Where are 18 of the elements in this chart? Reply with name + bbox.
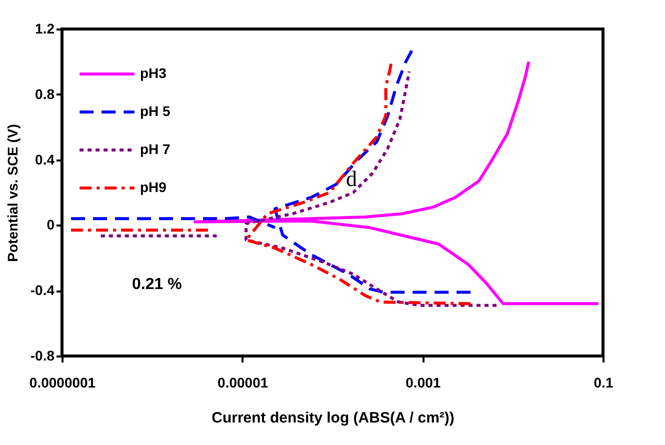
legend-label: pH 7 [140,141,171,157]
y-tick-label: 0.4 [35,151,55,168]
y-tick-label: 0 [46,216,55,233]
annotation: d [346,166,357,191]
y-tick-label: -0.4 [30,282,55,298]
legend-label: pH 5 [140,103,171,119]
legend-label: pH3 [140,65,167,81]
legend-label: pH9 [140,179,167,195]
y-tick-label: 1.2 [35,20,55,36]
y-axis-title: Potential vs. SCE (V) [4,124,20,262]
x-axis-title: Current density log (ABS(A / cm²)) [212,410,454,426]
y-tick-label: 0.8 [35,86,55,102]
x-tick-label: 0.1 [594,374,614,390]
x-tick-label: 0.001 [406,374,441,390]
x-tick-label: 0.00001 [218,374,268,390]
annotation: 0.21 % [132,276,182,293]
y-tick-label: -0.8 [30,348,55,364]
x-tick-label: 0.0000001 [29,374,96,390]
